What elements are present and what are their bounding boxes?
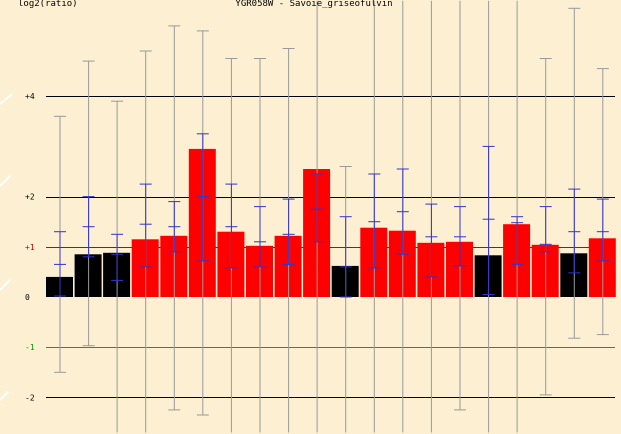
error-bar-7 (225, 58, 238, 433)
edge-mark-1 (0, 93, 13, 105)
y-tick-label: 0 (25, 293, 30, 302)
chart-title: YGR058W - Savoie_griseofulvin (235, 0, 392, 9)
y-tick-label: +1 (25, 243, 35, 252)
y-tick-label: +4 (25, 92, 35, 101)
error-bar-17 (511, 0, 524, 433)
error-bar-12 (368, 0, 381, 433)
error-bar-5 (168, 25, 181, 411)
y-tick-label: -2 (25, 393, 35, 402)
edge-mark-2 (0, 175, 11, 187)
error-bar-14 (425, 0, 438, 433)
error-bar-20 (596, 68, 609, 336)
y-axis-tick-labels: +4 +2 +1 0 -1 -2 (25, 92, 35, 402)
error-bar-3 (111, 100, 124, 433)
error-bar-9 (282, 48, 295, 433)
y-tick-label: +2 (25, 193, 35, 202)
error-bar-15 (454, 0, 466, 411)
error-bar-4 (139, 50, 152, 433)
error-bar-11 (339, 166, 352, 433)
error-bar-18 (539, 58, 552, 396)
error-bar-13 (396, 0, 409, 433)
edge-mark-3 (0, 279, 11, 291)
error-bar-19 (568, 7, 581, 339)
error-bar-6 (196, 30, 209, 416)
error-bar-8 (254, 58, 266, 433)
error-bar-1 (54, 115, 66, 373)
error-bar-2 (82, 60, 95, 347)
edge-mark-4 (0, 391, 9, 401)
y-tick-label: -1 (25, 343, 35, 352)
error-bar-10 (311, 0, 324, 433)
error-bars (54, 0, 609, 433)
error-bar-16 (482, 0, 495, 433)
edge-marks (0, 93, 13, 401)
y-axis-label: log2(ratio) (18, 0, 78, 9)
